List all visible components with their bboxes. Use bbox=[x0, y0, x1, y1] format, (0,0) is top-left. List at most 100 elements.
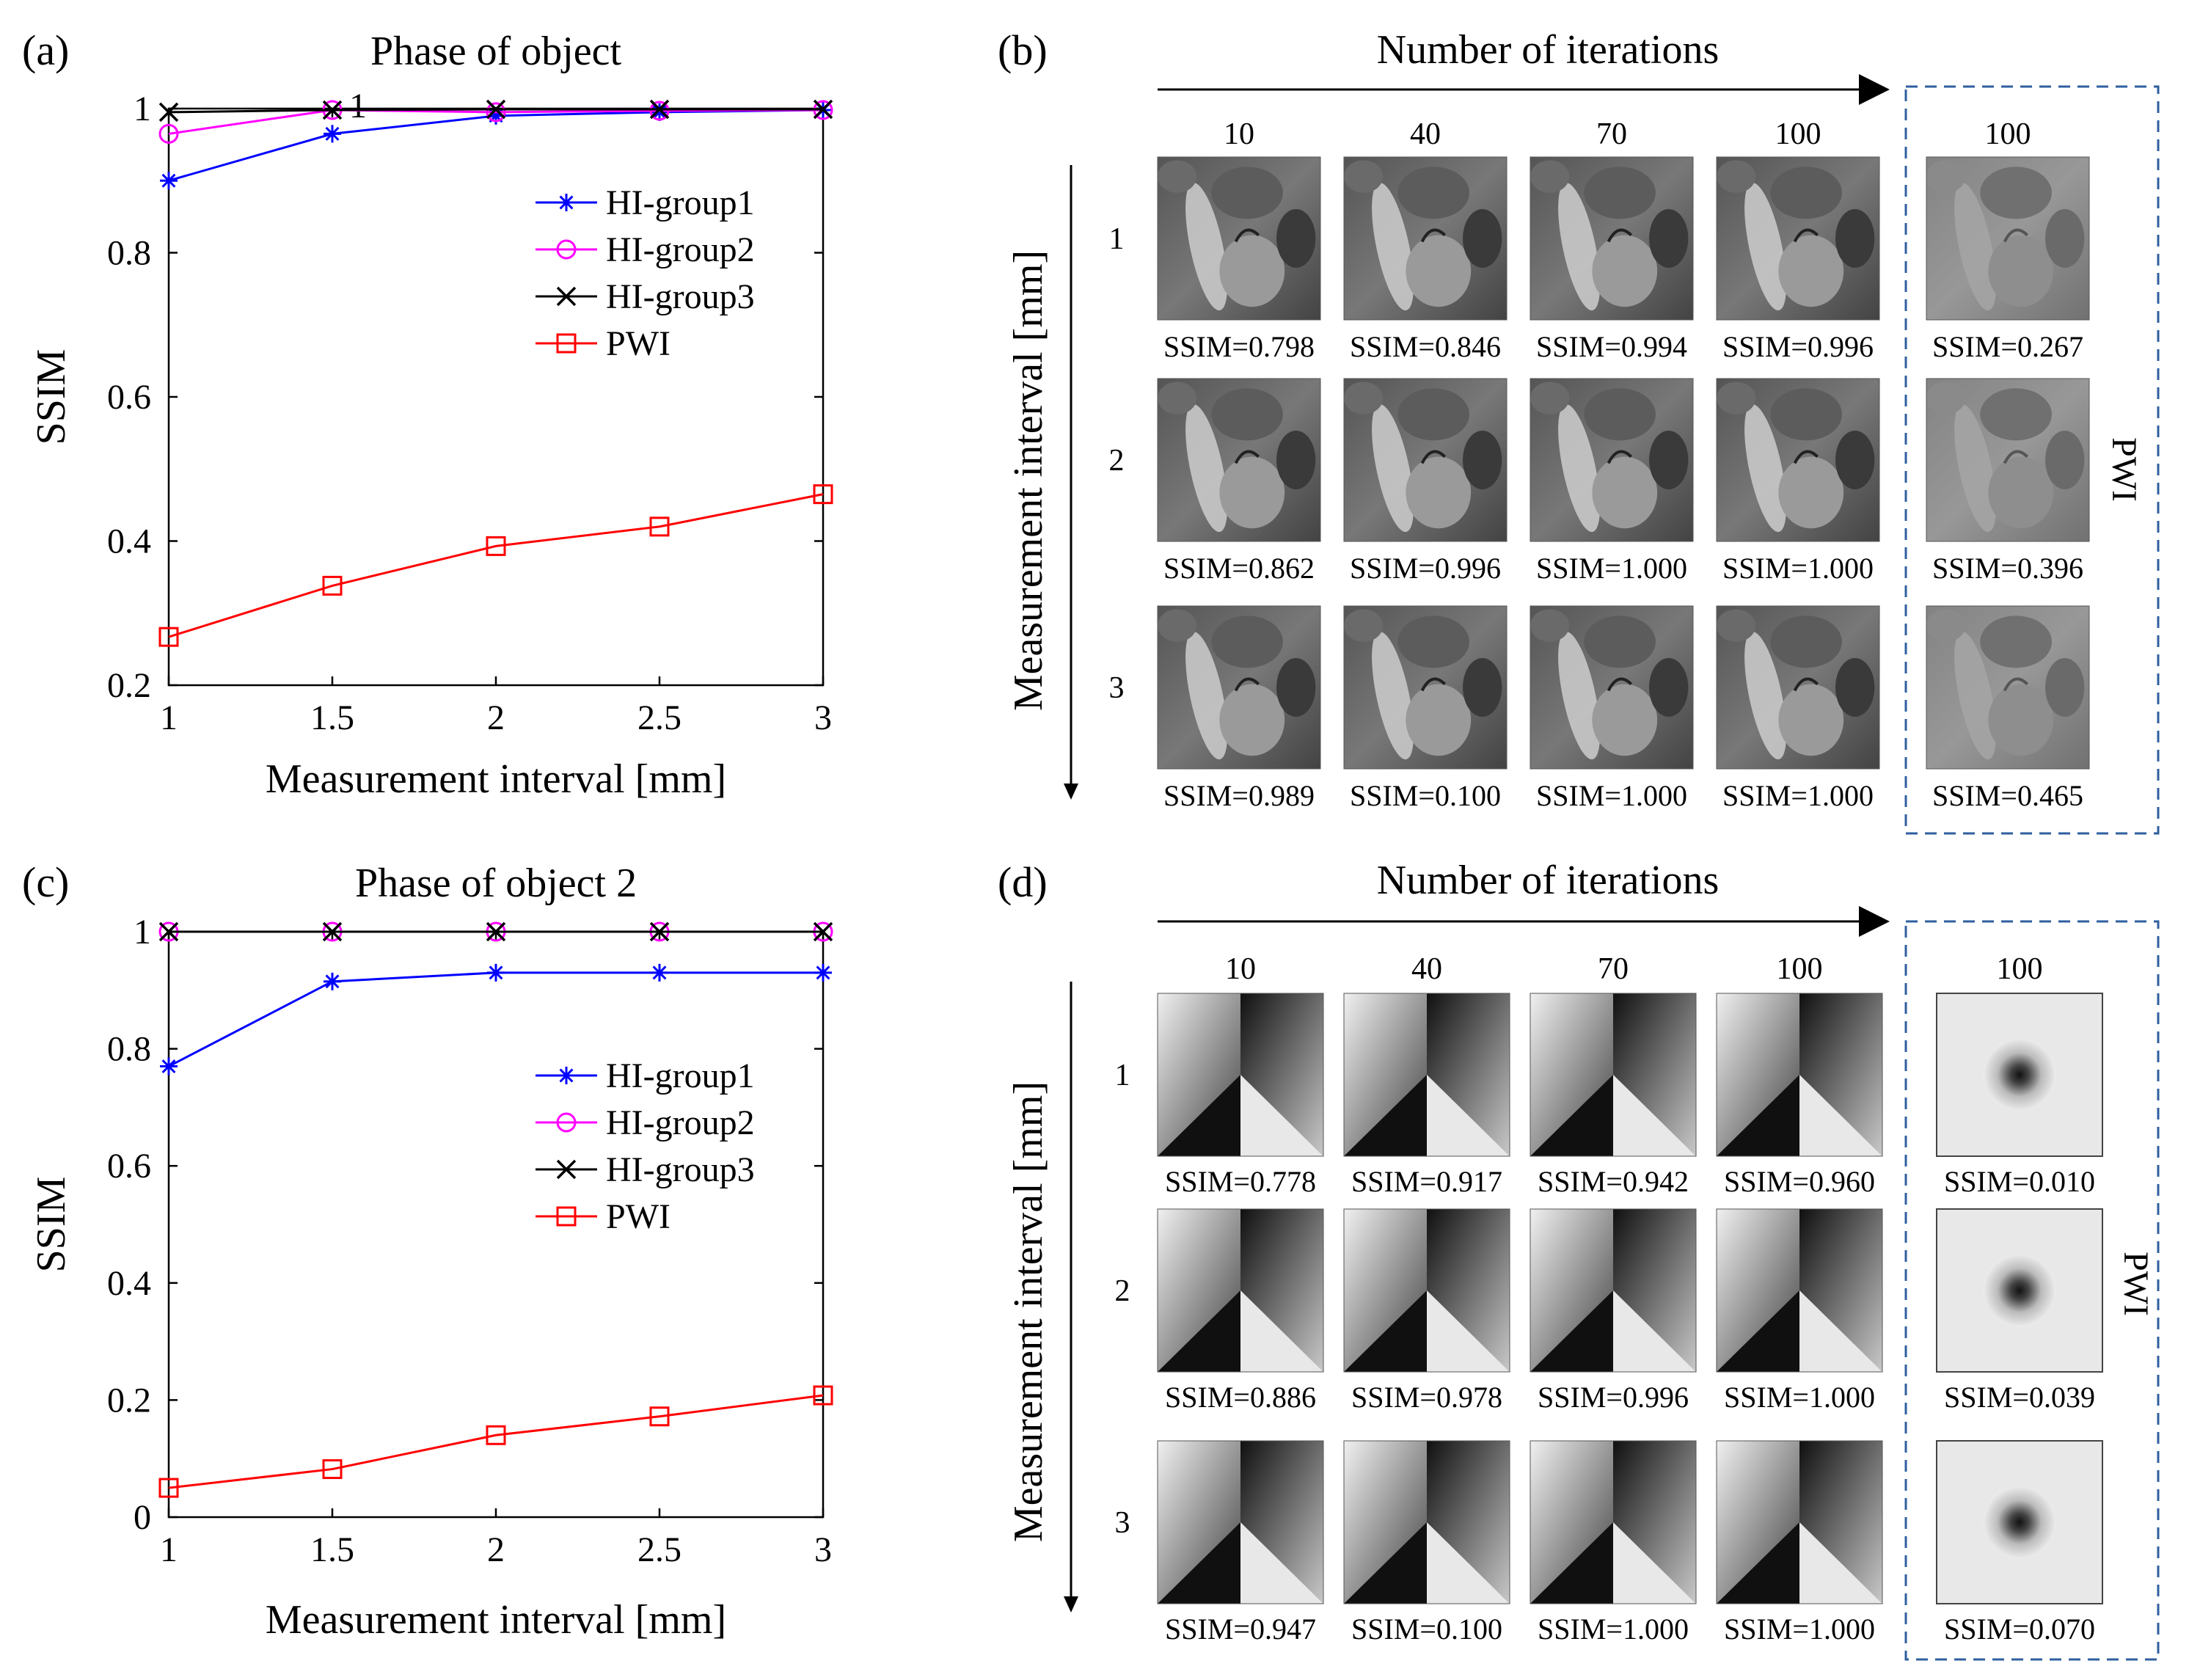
pwi-column-label: 100 bbox=[1997, 952, 2043, 986]
x-tick-label: 2.5 bbox=[637, 698, 681, 737]
interval-label-d: Measurement interval [mm] bbox=[1006, 1081, 1051, 1542]
iteration-column-label: 100 bbox=[1777, 952, 1823, 986]
ssim-value: SSIM=0.996 bbox=[1350, 552, 1501, 585]
vortex-phase-image bbox=[1530, 1440, 1697, 1604]
legend-label-hi-group2: HI-group2 bbox=[606, 1103, 755, 1142]
ssim-value: SSIM=0.798 bbox=[1163, 330, 1315, 363]
y-tick-label: 0.4 bbox=[107, 1264, 151, 1303]
series-line-pwi bbox=[168, 1394, 824, 1489]
series-a bbox=[158, 99, 833, 647]
ssim-value: SSIM=0.996 bbox=[1538, 1381, 1689, 1414]
legend-label-hi-group2: HI-group2 bbox=[606, 230, 755, 269]
data-point-hi-group3 bbox=[158, 102, 179, 123]
y-axis-label-a: SSIM bbox=[29, 349, 74, 445]
data-point-hi-group1 bbox=[487, 963, 505, 982]
ssim-value: SSIM=0.960 bbox=[1724, 1165, 1875, 1198]
y-tick-label: 0 bbox=[134, 1498, 151, 1537]
data-point-hi-group1 bbox=[324, 972, 341, 990]
vortex-phase-image bbox=[1343, 1208, 1510, 1373]
ssim-value: SSIM=0.846 bbox=[1350, 330, 1501, 363]
vortex-phase-image bbox=[1343, 993, 1510, 1157]
data-point-hi-group1 bbox=[324, 125, 341, 143]
legend-label-hi-group1: HI-group1 bbox=[606, 183, 755, 222]
data-point-hi-group2 bbox=[649, 101, 670, 121]
annotation-one: 1 bbox=[349, 87, 367, 125]
data-point-hi-group1 bbox=[160, 172, 178, 190]
data-point-hi-group1 bbox=[814, 963, 832, 982]
vortex-phase-image bbox=[1530, 993, 1697, 1157]
data-point-pwi bbox=[486, 536, 506, 556]
pepper-reconstruction-image bbox=[1157, 378, 1321, 542]
pwi-column-label: 100 bbox=[1985, 117, 2031, 151]
ticks-c: 1 1.5 2 2.5 3 0 0.2 0.4 0.6 0.8 1 bbox=[107, 913, 832, 1569]
data-point-hi-group3 bbox=[322, 921, 343, 942]
ssim-value: SSIM=0.994 bbox=[1536, 330, 1687, 363]
pepper-reconstruction-image bbox=[1530, 605, 1694, 770]
pepper-reconstruction-image bbox=[1157, 156, 1321, 321]
ssim-value: SSIM=1.000 bbox=[1722, 552, 1874, 585]
data-point-hi-group3 bbox=[649, 99, 670, 120]
pepper-reconstruction-image bbox=[1716, 156, 1880, 321]
data-point-hi-group3 bbox=[486, 99, 506, 120]
vortex-phase-image bbox=[1530, 1208, 1697, 1373]
data-point-hi-group3 bbox=[158, 921, 179, 942]
data-point-hi-group1 bbox=[651, 103, 668, 121]
ssim-value: SSIM=0.778 bbox=[1165, 1165, 1316, 1198]
y-tick-label: 0.2 bbox=[107, 1381, 151, 1420]
legend-label-hi-group3: HI-group3 bbox=[606, 277, 755, 316]
data-point-hi-group1 bbox=[651, 963, 668, 982]
legend-marker-pwi bbox=[556, 333, 577, 354]
ssim-value: SSIM=1.000 bbox=[1536, 552, 1687, 585]
ssim-value: SSIM=1.000 bbox=[1724, 1381, 1875, 1414]
x-axis-label-a: Measurement interval [mm] bbox=[266, 756, 726, 802]
y-tick-label: 0.6 bbox=[107, 1147, 151, 1186]
vortex-phase-image bbox=[1716, 1208, 1883, 1373]
data-point-pwi bbox=[158, 1478, 179, 1498]
pwi-label-d: PWI bbox=[2116, 1252, 2155, 1316]
panel-label-c: (c) bbox=[22, 858, 69, 906]
pwi-blob-image bbox=[1936, 1440, 2103, 1604]
legend-marker-pwi bbox=[556, 1206, 577, 1227]
grid-b: 10 40 70 100 100 1 SSIM=0.798 SSIM=0.846 SSIM=0.… bbox=[1109, 117, 2090, 812]
interval-row-label: 1 bbox=[1115, 1059, 1130, 1092]
y-tick-label: 0.2 bbox=[107, 666, 151, 705]
pepper-reconstruction-image bbox=[1157, 605, 1321, 770]
data-point-hi-group2 bbox=[158, 123, 179, 144]
pepper-reconstruction-image bbox=[1530, 378, 1694, 542]
ssim-value: SSIM=0.100 bbox=[1351, 1613, 1502, 1646]
data-point-pwi bbox=[322, 575, 343, 596]
legend-marker-hi-group3 bbox=[556, 1159, 577, 1180]
panel-a: (a) Phase of object SSIM Measurement int… bbox=[22, 26, 833, 802]
y-tick-label: 0.8 bbox=[107, 234, 151, 273]
legend-label-pwi: PWI bbox=[606, 1197, 670, 1236]
legend-marker-hi-group2 bbox=[556, 239, 577, 260]
pwi-box-d bbox=[1904, 920, 2160, 1661]
pwi-pepper-image bbox=[1926, 605, 2090, 770]
series-line-hi-group1 bbox=[168, 971, 823, 1067]
pepper-reconstruction-image bbox=[1343, 378, 1508, 542]
data-point-hi-group3 bbox=[322, 100, 343, 120]
pwi-ssim-value: SSIM=0.396 bbox=[1932, 552, 2083, 585]
x-tick-label: 3 bbox=[814, 1530, 832, 1569]
panel-label-d: (d) bbox=[998, 858, 1048, 906]
interval-row-label: 1 bbox=[1109, 222, 1125, 256]
pwi-box-b bbox=[1904, 85, 2160, 835]
pwi-blob-image bbox=[1936, 993, 2103, 1157]
data-point-hi-group2 bbox=[486, 102, 506, 123]
pepper-reconstruction-image bbox=[1343, 156, 1508, 321]
y-tick-label: 0.8 bbox=[107, 1030, 151, 1069]
x-tick-label: 2 bbox=[487, 698, 505, 737]
data-point-hi-group1 bbox=[160, 1057, 178, 1075]
pepper-reconstruction-image bbox=[1716, 378, 1880, 542]
panel-d: (d) Number of iterations Measurement int… bbox=[998, 858, 2160, 1661]
pwi-pepper-image bbox=[1926, 156, 2090, 321]
ssim-value: SSIM=1.000 bbox=[1722, 779, 1874, 812]
legend-label-hi-group1: HI-group1 bbox=[606, 1056, 755, 1095]
y-tick-label: 0.4 bbox=[107, 522, 151, 561]
vortex-phase-image bbox=[1343, 1440, 1510, 1604]
vortex-phase-image bbox=[1157, 1208, 1324, 1373]
y-tick-label: 1 bbox=[134, 913, 151, 952]
vortex-phase-image bbox=[1157, 1440, 1324, 1604]
interval-row-label: 3 bbox=[1115, 1506, 1130, 1540]
